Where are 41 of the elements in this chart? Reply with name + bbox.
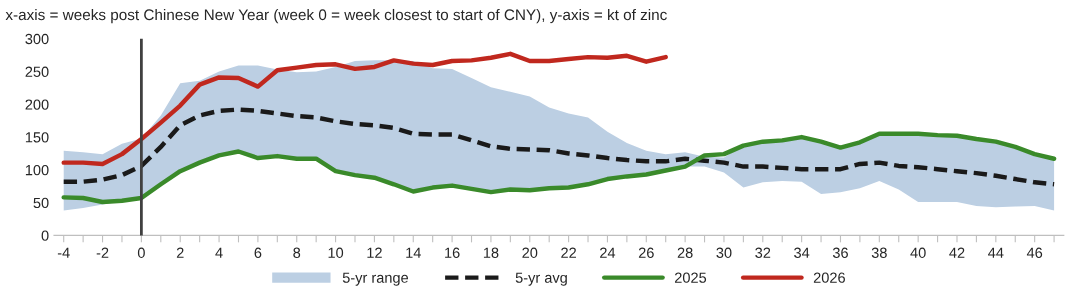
x-tick-label: 20 <box>522 247 538 258</box>
x-tick-label: 28 <box>677 247 693 258</box>
legend-label: 5-yr avg <box>515 272 567 286</box>
x-tick-label: 22 <box>561 247 576 258</box>
x-tick-label: 24 <box>600 247 616 258</box>
y-tick-label: 200 <box>25 99 49 110</box>
legend-label: 2026 <box>813 272 845 283</box>
x-tick-label: -2 <box>96 247 109 258</box>
x-tick-label: 2 <box>176 247 184 258</box>
x-tick-label: 46 <box>1026 247 1043 258</box>
x-tick-label: -4 <box>57 247 70 258</box>
legend-label: 5-yr range <box>342 272 409 286</box>
x-tick-label: 8 <box>293 247 301 258</box>
x-tick-label: 42 <box>949 247 965 258</box>
chart-title: x-axis = weeks post Chinese New Year (week 0 = week closest to start of CNY), y-axis = kt of zinc <box>5 8 667 24</box>
x-tick-label: 10 <box>328 247 344 258</box>
x-tick-label: 14 <box>406 247 421 258</box>
y-tick-label: 250 <box>25 66 49 77</box>
x-tick-label: 40 <box>910 247 926 258</box>
x-tick-label: 0 <box>137 247 145 258</box>
x-tick-label: 38 <box>871 247 887 258</box>
y-tick-label: 50 <box>33 197 49 209</box>
line-series <box>61 51 668 167</box>
x-tick-label: 26 <box>638 247 654 258</box>
x-tick-label: 36 <box>832 247 848 258</box>
x-tick-label: 32 <box>755 247 771 258</box>
legend-label: 2025 <box>674 272 707 283</box>
x-tick-label: 34 <box>794 247 810 258</box>
line-series <box>61 107 1057 187</box>
line-series <box>61 131 1057 205</box>
y-tick-label: 100 <box>25 164 49 176</box>
x-tick-label: 6 <box>254 247 262 258</box>
x-tick-label: 12 <box>367 247 382 258</box>
y-tick-label: 150 <box>25 132 49 143</box>
x-tick-label: 4 <box>215 247 223 258</box>
x-tick-label: 16 <box>445 247 460 258</box>
y-tick-label: 300 <box>25 33 49 45</box>
x-tick-label: 18 <box>483 247 499 258</box>
y-tick-label: 0 <box>41 230 49 241</box>
x-tick-label: 30 <box>716 247 732 258</box>
x-tick-label: 44 <box>988 247 1004 258</box>
